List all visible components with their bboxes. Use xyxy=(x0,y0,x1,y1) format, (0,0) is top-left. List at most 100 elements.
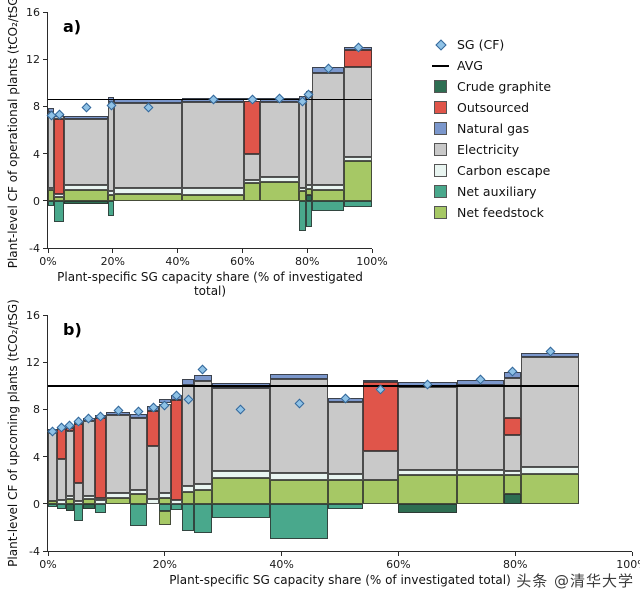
bar-segment-carbon_escape xyxy=(299,187,306,192)
bar-segment-net_auxiliary xyxy=(94,503,107,514)
bar-segment-crude_graphite xyxy=(64,200,108,205)
sg-cf-marker-icon xyxy=(432,38,449,51)
y-tick xyxy=(43,314,47,316)
bar-segment-net_feedstock xyxy=(65,499,75,504)
bar-segment-natural_gas xyxy=(269,374,329,379)
watermark: 头条 @清华大学 xyxy=(516,570,634,591)
bar-segment-carbon_escape xyxy=(54,193,65,198)
x-axis-title: Plant-specific SG capacity share (% of i… xyxy=(169,573,511,587)
legend-item: Net auxiliary xyxy=(432,181,551,202)
y-tick xyxy=(43,361,47,363)
bar-segment-outsourced xyxy=(503,417,522,436)
legend-label: AVG xyxy=(457,58,483,73)
bar-segment-electricity xyxy=(48,433,57,502)
sg-cf-marker xyxy=(197,364,208,375)
bar-segment-net_auxiliary xyxy=(56,503,66,509)
bar-segment-natural_gas xyxy=(182,378,194,385)
natural_gas-swatch-icon xyxy=(434,122,447,135)
y-tick-label: -4 xyxy=(29,545,40,558)
y-tick-label: 8 xyxy=(33,100,40,114)
bar-segment-net_auxiliary xyxy=(107,200,115,217)
bar-segment-net_feedstock xyxy=(244,183,261,201)
bar-segment-net_feedstock xyxy=(114,193,183,201)
x-tick xyxy=(47,249,49,253)
bar-segment-crude_graphite xyxy=(305,194,313,201)
x-tick xyxy=(281,552,283,556)
bar-segment-electricity xyxy=(503,435,522,471)
bar-segment-electricity xyxy=(65,430,75,496)
bar-segment-electricity xyxy=(312,73,345,186)
bar-segment-net_feedstock xyxy=(106,497,130,504)
x-tick xyxy=(164,552,166,556)
bar-segment-net_auxiliary xyxy=(129,503,148,527)
bar-segment-electricity xyxy=(211,388,270,471)
bar-segment-carbon_escape xyxy=(106,493,130,498)
y-tick xyxy=(43,11,47,13)
bar-segment-crude_graphite xyxy=(83,503,95,509)
bar-segment-net_feedstock xyxy=(54,197,65,201)
x-tick xyxy=(397,552,399,556)
x-tick-label: 20% xyxy=(152,558,178,571)
bar-segment-net_feedstock xyxy=(299,191,306,201)
bar-segment-electricity xyxy=(147,445,159,500)
y-tick-label: 4 xyxy=(33,450,40,464)
bar-segment-net_feedstock xyxy=(48,190,55,201)
y-tick-label: 4 xyxy=(33,147,40,161)
bar-segment-carbon_escape xyxy=(114,187,183,194)
bar-segment-carbon_escape xyxy=(344,157,372,161)
bar-segment-net_auxiliary xyxy=(170,503,183,510)
bar-segment-electricity xyxy=(194,381,212,484)
bar-segment-carbon_escape xyxy=(147,499,159,504)
legend-item: Outsourced xyxy=(432,97,551,118)
y-tick-label: -4 xyxy=(29,242,40,255)
y-tick xyxy=(43,408,47,410)
bar-segment-net_auxiliary xyxy=(328,503,364,509)
legend-item: Natural gas xyxy=(432,118,551,139)
legend-label: Electricity xyxy=(457,142,520,157)
x-tick xyxy=(514,552,516,556)
bar-segment-carbon_escape xyxy=(56,500,66,504)
bar-segment-net_feedstock xyxy=(344,160,372,201)
bar-segment-net_auxiliary xyxy=(299,200,306,232)
y-tick-label: 16 xyxy=(26,6,40,19)
bar-segment-carbon_escape xyxy=(312,185,345,191)
bar-segment-carbon_escape xyxy=(107,191,115,195)
bar-segment-natural_gas xyxy=(194,375,212,382)
x-tick xyxy=(47,552,49,556)
bar-segment-electricity xyxy=(64,119,108,186)
y-tick-label: 16 xyxy=(26,309,40,322)
y-axis-title: Plant-level CF of upcoming plants (tCO₂/… xyxy=(6,299,20,567)
bar-segment-net_feedstock xyxy=(83,499,95,504)
bar-segment-carbon_escape xyxy=(65,495,75,500)
bar-segment-carbon_escape xyxy=(194,483,212,490)
bar-segment-carbon_escape xyxy=(182,187,244,195)
bar-segment-net_feedstock xyxy=(269,480,329,504)
y-tick xyxy=(43,153,47,155)
y-tick xyxy=(43,105,47,107)
bar-segment-net_feedstock xyxy=(312,190,345,201)
x-tick xyxy=(241,249,243,253)
x-tick xyxy=(631,552,633,556)
bar-segment-natural_gas xyxy=(363,379,399,383)
bar-segment-electricity xyxy=(83,421,95,496)
bar-segment-net_auxiliary xyxy=(74,503,84,522)
bar-segment-net_feedstock xyxy=(182,492,194,504)
legend-label: Net auxiliary xyxy=(457,184,537,199)
bar-segment-carbon_escape xyxy=(503,470,522,476)
y-tick xyxy=(43,58,47,60)
legend-item: Carbon escape xyxy=(432,160,551,181)
bar-segment-carbon_escape xyxy=(158,493,171,498)
bar-segment-outsourced xyxy=(94,417,107,498)
natural_gas-swatch-icon xyxy=(432,122,449,135)
x-tick-label: 100% xyxy=(356,255,388,268)
legend-label: Crude graphite xyxy=(457,79,552,94)
bar-segment-carbon_escape xyxy=(305,185,313,189)
x-tick-label: 40% xyxy=(269,558,294,571)
bar-segment-electricity xyxy=(94,497,107,501)
net_feedstock-swatch-icon xyxy=(434,206,447,219)
legend-item: Net feedstock xyxy=(432,202,551,223)
y-tick-label: 12 xyxy=(26,53,40,67)
bar-segment-electricity xyxy=(344,67,372,158)
electricity-swatch-icon xyxy=(432,143,449,156)
bar-segment-electricity xyxy=(244,153,261,180)
